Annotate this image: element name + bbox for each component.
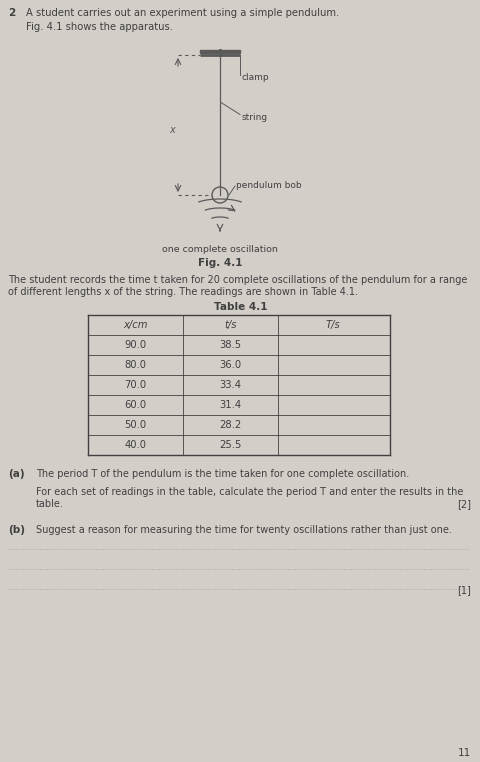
Text: 33.4: 33.4 [219,380,241,390]
Text: Suggest a reason for measuring the time for twenty oscillations rather than just: Suggest a reason for measuring the time … [36,525,451,535]
Text: Fig. 4.1 shows the apparatus.: Fig. 4.1 shows the apparatus. [26,22,173,32]
Text: 28.2: 28.2 [219,420,241,430]
Text: 11: 11 [457,748,470,758]
Text: 60.0: 60.0 [124,400,146,410]
Text: 80.0: 80.0 [124,360,146,370]
Text: clamp: clamp [241,73,269,82]
Text: (b): (b) [8,525,25,535]
Text: 70.0: 70.0 [124,380,146,390]
Text: 50.0: 50.0 [124,420,146,430]
Text: [1]: [1] [456,585,470,595]
Text: 40.0: 40.0 [124,440,146,450]
Text: Table 4.1: Table 4.1 [213,302,267,312]
Text: 36.0: 36.0 [219,360,241,370]
Text: (a): (a) [8,469,24,479]
Text: 2: 2 [8,8,15,18]
Text: string: string [241,113,267,121]
Text: Fig. 4.1: Fig. 4.1 [197,258,242,268]
Text: T/s: T/s [325,320,340,330]
Text: A student carries out an experiment using a simple pendulum.: A student carries out an experiment usin… [26,8,338,18]
Text: x: x [168,125,174,135]
Text: 25.5: 25.5 [219,440,241,450]
Text: For each set of readings in the table, calculate the period T and enter the resu: For each set of readings in the table, c… [36,487,462,497]
Text: [2]: [2] [456,499,470,509]
Text: 38.5: 38.5 [219,340,241,350]
Text: 31.4: 31.4 [219,400,241,410]
Text: table.: table. [36,499,64,509]
Text: The period T of the pendulum is the time taken for one complete oscillation.: The period T of the pendulum is the time… [36,469,408,479]
Text: of different lengths x of the string. The readings are shown in Table 4.1.: of different lengths x of the string. Th… [8,287,357,297]
Text: 90.0: 90.0 [124,340,146,350]
Text: one complete oscillation: one complete oscillation [162,245,277,254]
Text: pendulum bob: pendulum bob [236,181,301,190]
Text: t/s: t/s [224,320,236,330]
Text: x/cm: x/cm [123,320,147,330]
Text: The student records the time t taken for 20 complete oscillations of the pendulu: The student records the time t taken for… [8,275,467,285]
